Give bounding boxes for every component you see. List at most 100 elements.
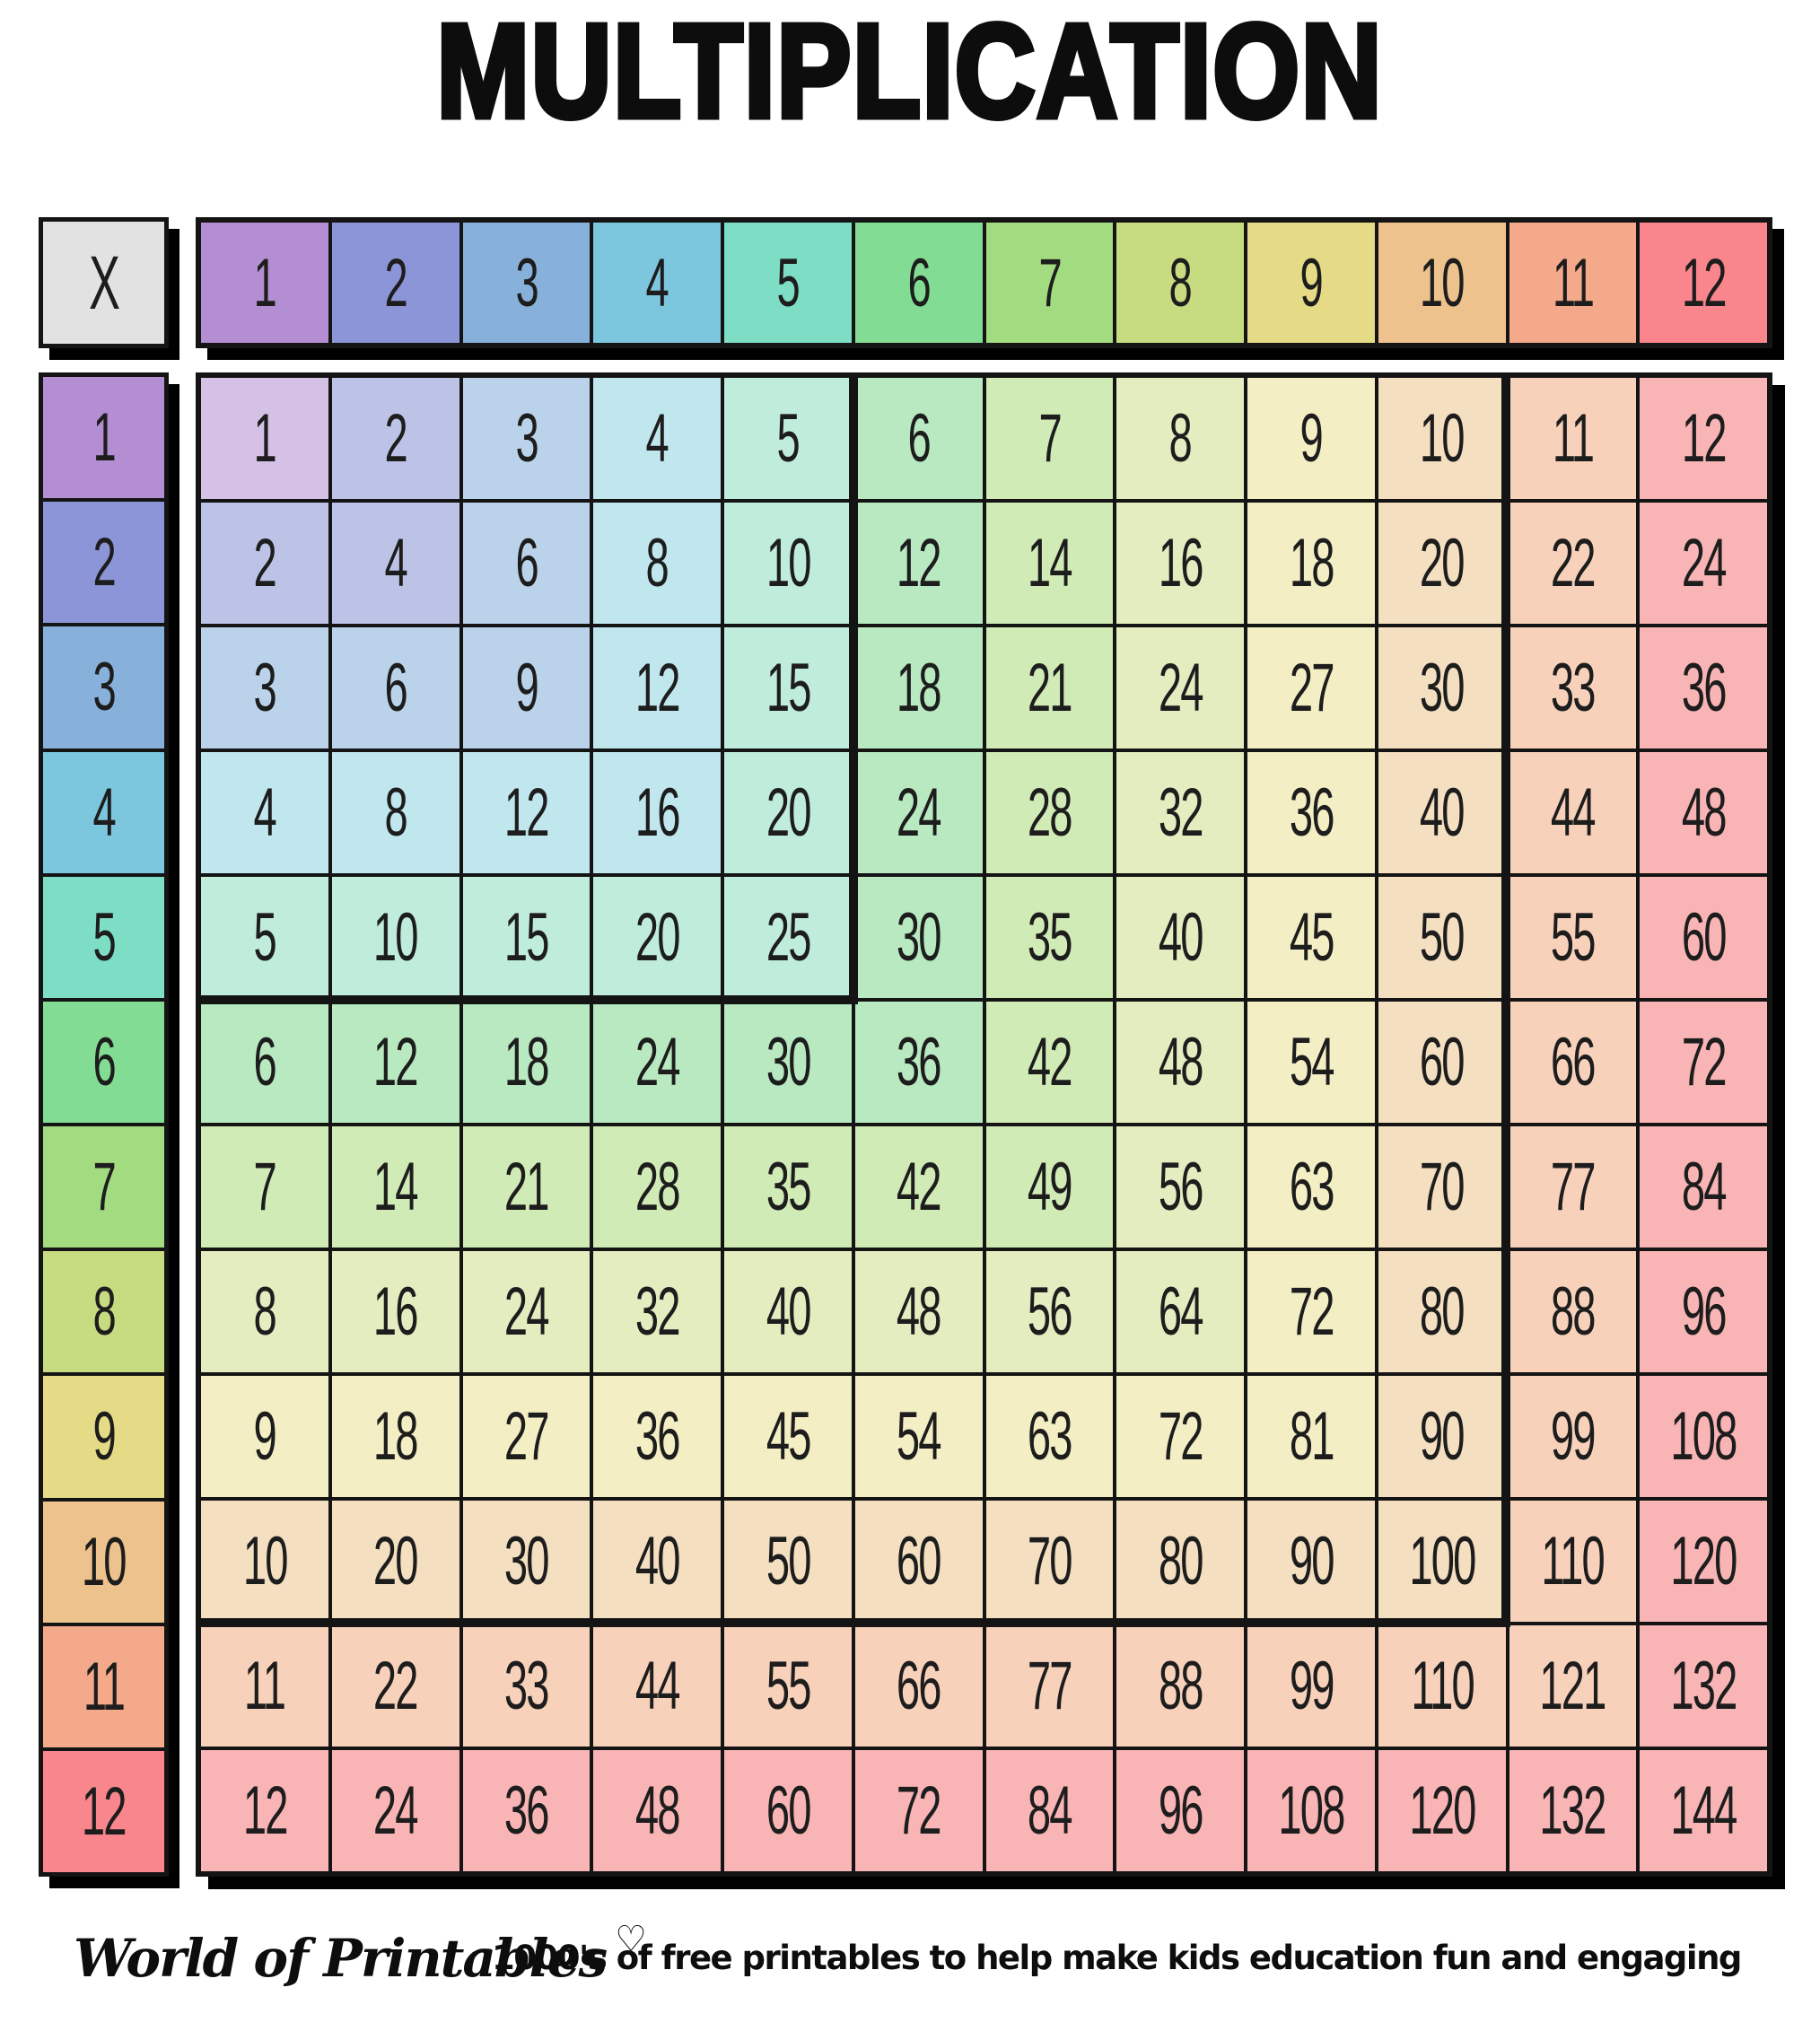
product-cell-11x5: 55 bbox=[724, 1625, 852, 1747]
product-cell-7x4-label: 28 bbox=[634, 1149, 681, 1225]
col-header-cell-4-label: 4 bbox=[645, 244, 669, 321]
product-cell-6x6: 36 bbox=[854, 1002, 983, 1123]
product-cell-10x3: 30 bbox=[462, 1501, 591, 1622]
product-cell-1x3: 3 bbox=[462, 378, 591, 499]
product-cell-5x8: 40 bbox=[1116, 877, 1244, 998]
col-header-cell-3: 3 bbox=[462, 223, 591, 343]
product-cell-9x3: 27 bbox=[462, 1376, 591, 1497]
row-header-cell-12: 12 bbox=[43, 1750, 164, 1872]
col-header-cell-12-label: 12 bbox=[1681, 244, 1728, 321]
product-cell-8x7-label: 56 bbox=[1028, 1274, 1073, 1350]
product-cell-7x1-label: 7 bbox=[253, 1149, 277, 1225]
block-divider-col5 bbox=[849, 378, 859, 1005]
product-cell-2x5: 10 bbox=[724, 503, 852, 624]
product-cell-10x9-label: 90 bbox=[1289, 1523, 1335, 1599]
product-cell-5x10: 50 bbox=[1378, 877, 1506, 998]
product-cell-9x5-label: 45 bbox=[766, 1398, 812, 1475]
product-cell-1x12: 12 bbox=[1640, 378, 1767, 499]
product-cell-2x6: 12 bbox=[854, 503, 983, 624]
product-cell-11x11: 121 bbox=[1509, 1625, 1637, 1747]
product-cell-12x11-label: 132 bbox=[1539, 1773, 1607, 1849]
product-cell-8x6: 48 bbox=[854, 1251, 983, 1372]
col-header-cell-1: 1 bbox=[201, 223, 328, 343]
product-cell-12x6: 72 bbox=[854, 1750, 983, 1871]
product-cell-3x7: 21 bbox=[985, 627, 1114, 749]
product-cell-6x1-label: 6 bbox=[253, 1024, 277, 1100]
col-header-cell-10: 10 bbox=[1378, 223, 1506, 343]
product-cell-9x11-label: 99 bbox=[1551, 1398, 1597, 1475]
product-cell-9x7-label: 63 bbox=[1028, 1398, 1073, 1475]
product-cell-4x7: 28 bbox=[985, 752, 1114, 873]
product-cell-3x10: 30 bbox=[1378, 627, 1506, 749]
product-cell-3x1: 3 bbox=[201, 627, 328, 749]
product-cell-9x6: 54 bbox=[854, 1376, 983, 1497]
product-cell-4x7-label: 28 bbox=[1028, 775, 1073, 851]
multiplication-grid: 1 2 3 4 5 6 7 8 9 10 11 12 2 4 6 8 10 12 14 16 18 20 22 24 3 6 9 12… bbox=[196, 372, 1772, 1877]
product-cell-1x11: 11 bbox=[1509, 378, 1637, 499]
product-cell-4x3: 12 bbox=[462, 752, 591, 873]
product-cell-1x9-label: 9 bbox=[1299, 400, 1324, 477]
product-cell-1x10-label: 10 bbox=[1420, 400, 1466, 477]
product-cell-12x4: 48 bbox=[593, 1750, 721, 1871]
product-cell-8x12-label: 96 bbox=[1681, 1274, 1728, 1350]
product-cell-8x10: 80 bbox=[1378, 1251, 1506, 1372]
product-cell-10x5-label: 50 bbox=[766, 1523, 812, 1599]
product-cell-6x4: 24 bbox=[593, 1002, 721, 1123]
product-cell-10x2-label: 20 bbox=[373, 1523, 419, 1599]
product-cell-8x8-label: 64 bbox=[1158, 1274, 1204, 1350]
product-cell-2x11: 22 bbox=[1509, 503, 1637, 624]
product-cell-2x10-label: 20 bbox=[1420, 525, 1466, 601]
row-header-cell-12-label: 12 bbox=[82, 1773, 127, 1850]
product-cell-4x6-label: 24 bbox=[897, 775, 942, 851]
product-cell-3x6-label: 18 bbox=[897, 650, 942, 726]
product-cell-9x8-label: 72 bbox=[1158, 1398, 1204, 1475]
product-cell-9x10-label: 90 bbox=[1420, 1398, 1466, 1475]
product-cell-4x9: 36 bbox=[1247, 752, 1375, 873]
product-cell-7x10-label: 70 bbox=[1420, 1149, 1466, 1225]
row-header-cell-6-label: 6 bbox=[92, 1023, 116, 1100]
product-cell-12x12-label: 144 bbox=[1670, 1773, 1738, 1849]
product-cell-12x9: 108 bbox=[1247, 1750, 1375, 1871]
product-cell-8x9-label: 72 bbox=[1289, 1274, 1335, 1350]
product-cell-1x7: 7 bbox=[985, 378, 1114, 499]
product-cell-11x3: 33 bbox=[462, 1625, 591, 1747]
product-cell-6x10-label: 60 bbox=[1420, 1024, 1466, 1100]
row-header-cell-10: 10 bbox=[43, 1501, 164, 1623]
product-cell-1x5: 5 bbox=[724, 378, 852, 499]
product-cell-11x10-label: 110 bbox=[1410, 1648, 1474, 1724]
product-cell-4x12: 48 bbox=[1640, 752, 1767, 873]
product-cell-1x2: 2 bbox=[331, 378, 459, 499]
product-cell-6x4-label: 24 bbox=[634, 1024, 681, 1100]
product-cell-11x5-label: 55 bbox=[766, 1648, 812, 1724]
product-cell-2x11-label: 22 bbox=[1551, 525, 1597, 601]
product-cell-7x9: 63 bbox=[1247, 1126, 1375, 1248]
product-cell-2x4: 8 bbox=[593, 503, 721, 624]
product-cell-8x11: 88 bbox=[1509, 1251, 1637, 1372]
page-title-text: MULTIPLICATION bbox=[434, 0, 1385, 145]
product-cell-11x4: 44 bbox=[593, 1625, 721, 1747]
product-cell-2x9-label: 18 bbox=[1289, 525, 1335, 601]
product-cell-7x8-label: 56 bbox=[1158, 1149, 1204, 1225]
product-cell-12x4-label: 48 bbox=[634, 1773, 681, 1849]
product-cell-10x7-label: 70 bbox=[1028, 1523, 1073, 1599]
row-header-column: 1 2 3 4 5 6 7 8 9 10 11 12 bbox=[39, 372, 169, 1877]
product-cell-4x9-label: 36 bbox=[1289, 775, 1335, 851]
product-cell-8x1: 8 bbox=[201, 1251, 328, 1372]
row-header-cell-5-label: 5 bbox=[92, 898, 116, 976]
col-header-cell-11: 11 bbox=[1509, 223, 1637, 343]
product-cell-5x6: 30 bbox=[854, 877, 983, 998]
product-cell-9x2-label: 18 bbox=[373, 1398, 419, 1475]
product-cell-10x4: 40 bbox=[593, 1501, 721, 1622]
product-cell-2x10: 20 bbox=[1378, 503, 1506, 624]
product-cell-5x6-label: 30 bbox=[897, 899, 942, 976]
product-cell-11x8-label: 88 bbox=[1158, 1648, 1204, 1724]
product-cell-1x11-label: 11 bbox=[1552, 400, 1595, 477]
product-cell-5x11: 55 bbox=[1509, 877, 1637, 998]
product-cell-3x4: 12 bbox=[593, 627, 721, 749]
product-cell-4x2: 8 bbox=[331, 752, 459, 873]
product-cell-8x3: 24 bbox=[462, 1251, 591, 1372]
row-header-cell-4-label: 4 bbox=[92, 774, 116, 851]
product-cell-12x1-label: 12 bbox=[242, 1773, 289, 1849]
product-cell-3x8-label: 24 bbox=[1158, 650, 1204, 726]
product-cell-1x1: 1 bbox=[201, 378, 328, 499]
